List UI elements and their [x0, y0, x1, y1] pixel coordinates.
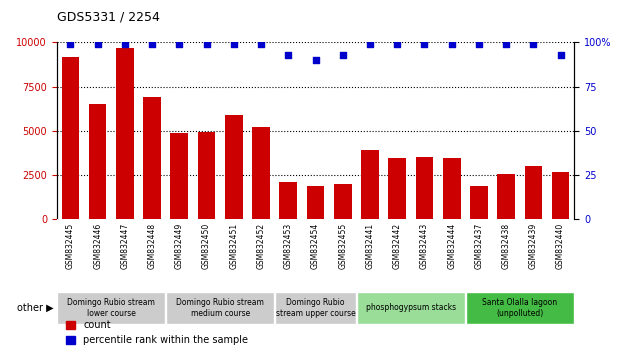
- Bar: [357, 292, 465, 324]
- Text: GSM832439: GSM832439: [529, 223, 538, 269]
- Point: [147, 41, 157, 47]
- Bar: [388, 158, 406, 219]
- Bar: [466, 292, 574, 324]
- Text: GSM832449: GSM832449: [175, 223, 184, 269]
- Bar: [143, 97, 161, 219]
- Bar: [275, 292, 356, 324]
- Text: Domingo Rubio
stream upper course: Domingo Rubio stream upper course: [276, 298, 355, 318]
- Point: [256, 41, 266, 47]
- Point: [555, 52, 565, 58]
- Bar: [225, 115, 243, 219]
- Text: GSM832453: GSM832453: [284, 223, 293, 269]
- Text: GSM832446: GSM832446: [93, 223, 102, 269]
- Point: [120, 41, 130, 47]
- Point: [201, 41, 211, 47]
- Bar: [198, 132, 215, 219]
- Text: GSM832438: GSM832438: [502, 223, 510, 269]
- Bar: [307, 186, 324, 219]
- Bar: [252, 127, 270, 219]
- Text: GDS5331 / 2254: GDS5331 / 2254: [57, 11, 160, 24]
- Text: GSM832451: GSM832451: [229, 223, 239, 269]
- Bar: [416, 156, 433, 219]
- Text: GSM832447: GSM832447: [121, 223, 129, 269]
- Point: [528, 41, 538, 47]
- Text: GSM832437: GSM832437: [475, 223, 483, 269]
- Bar: [89, 104, 107, 219]
- Text: GSM832448: GSM832448: [148, 223, 156, 269]
- Point: [310, 57, 321, 63]
- Point: [474, 41, 484, 47]
- Text: GSM832443: GSM832443: [420, 223, 429, 269]
- Bar: [170, 133, 188, 219]
- Bar: [361, 150, 379, 219]
- Text: phosphogypsum stacks: phosphogypsum stacks: [366, 303, 456, 313]
- Bar: [443, 158, 461, 219]
- Point: [174, 41, 184, 47]
- Bar: [57, 292, 165, 324]
- Bar: [280, 182, 297, 219]
- Point: [501, 41, 511, 47]
- Bar: [470, 186, 488, 219]
- Bar: [166, 292, 274, 324]
- Text: Domingo Rubio stream
medium course: Domingo Rubio stream medium course: [176, 298, 264, 318]
- Text: GSM832444: GSM832444: [447, 223, 456, 269]
- Point: [365, 41, 375, 47]
- Bar: [334, 184, 351, 219]
- Text: GSM832454: GSM832454: [311, 223, 320, 269]
- Text: other ▶: other ▶: [17, 303, 54, 313]
- Point: [392, 41, 402, 47]
- Text: Santa Olalla lagoon
(unpolluted): Santa Olalla lagoon (unpolluted): [482, 298, 557, 318]
- Bar: [116, 48, 134, 219]
- Bar: [551, 172, 569, 219]
- Text: GSM832442: GSM832442: [392, 223, 402, 269]
- Bar: [497, 175, 515, 219]
- Point: [93, 41, 103, 47]
- Point: [66, 41, 76, 47]
- Point: [447, 41, 457, 47]
- Bar: [524, 166, 542, 219]
- Text: GSM832450: GSM832450: [202, 223, 211, 269]
- Legend: count, percentile rank within the sample: count, percentile rank within the sample: [62, 316, 252, 349]
- Text: GSM832445: GSM832445: [66, 223, 75, 269]
- Point: [229, 41, 239, 47]
- Point: [283, 52, 293, 58]
- Text: GSM832440: GSM832440: [556, 223, 565, 269]
- Point: [338, 52, 348, 58]
- Text: Domingo Rubio stream
lower course: Domingo Rubio stream lower course: [68, 298, 155, 318]
- Text: GSM832452: GSM832452: [257, 223, 266, 269]
- Point: [420, 41, 430, 47]
- Bar: [62, 57, 80, 219]
- Text: GSM832441: GSM832441: [365, 223, 374, 269]
- Text: GSM832455: GSM832455: [338, 223, 347, 269]
